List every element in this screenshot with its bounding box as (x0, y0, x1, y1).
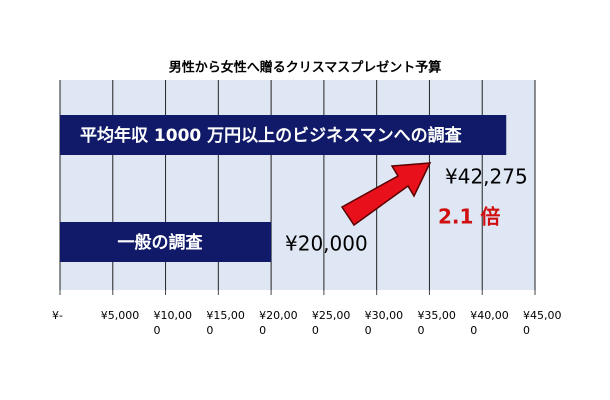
x-tick-label: ¥35,000 (417, 309, 456, 337)
x-tick-label: ¥25,000 (311, 309, 351, 337)
x-tick-label: ¥30,000 (364, 309, 404, 337)
arrow (340, 162, 432, 227)
x-tick-label: ¥10,000 (153, 309, 193, 337)
annotation: 2.1 倍 (438, 205, 500, 229)
chart-title: 男性から女性へ贈るクリスマスプレゼント予算 (169, 60, 442, 76)
x-tick-label: ¥5,000 (100, 309, 140, 322)
x-tick-label: ¥20,000 (259, 309, 298, 337)
x-tick-label: ¥45,000 (523, 309, 562, 337)
value-label: ¥20,000 (285, 232, 368, 256)
marks: 平均年収 1000 万円以上のビジネスマンへの調査 ¥42,275 一般の調査 ¥20… (59, 80, 536, 295)
x-tick-label: ¥15,000 (206, 309, 245, 337)
bar (60, 222, 272, 262)
bar (60, 115, 507, 155)
category-label: 平均年収 1000 万円以上のビジネスマンへの調査 (80, 125, 463, 146)
x-tick-label: ¥40,000 (470, 309, 509, 337)
x-tick-label: ¥- (52, 309, 63, 322)
value-label: ¥42,275 (445, 165, 528, 189)
category-label: 一般の調査 (118, 232, 204, 253)
